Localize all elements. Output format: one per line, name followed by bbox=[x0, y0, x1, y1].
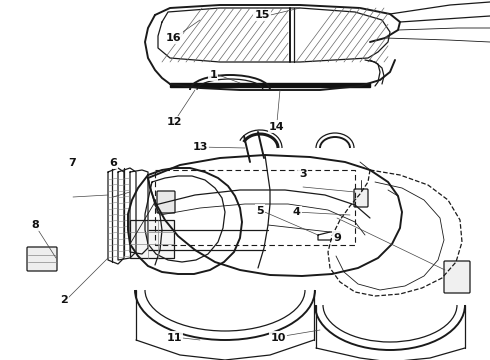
Text: 16: 16 bbox=[166, 33, 182, 43]
Text: 15: 15 bbox=[254, 10, 270, 20]
Text: 1: 1 bbox=[209, 69, 217, 80]
FancyBboxPatch shape bbox=[157, 191, 175, 213]
Text: 14: 14 bbox=[269, 122, 285, 132]
Text: 4: 4 bbox=[293, 207, 300, 217]
Text: 11: 11 bbox=[166, 333, 182, 343]
Text: 2: 2 bbox=[60, 294, 68, 305]
Text: 9: 9 bbox=[333, 233, 341, 243]
Text: 7: 7 bbox=[69, 158, 76, 168]
Text: 8: 8 bbox=[31, 220, 39, 230]
Text: 3: 3 bbox=[299, 168, 307, 179]
Text: 10: 10 bbox=[270, 333, 286, 343]
Text: 12: 12 bbox=[166, 117, 182, 127]
FancyBboxPatch shape bbox=[354, 189, 368, 207]
Text: 13: 13 bbox=[192, 142, 208, 152]
FancyBboxPatch shape bbox=[444, 261, 470, 293]
Text: 6: 6 bbox=[109, 158, 117, 168]
FancyBboxPatch shape bbox=[130, 220, 174, 258]
Text: 5: 5 bbox=[256, 206, 264, 216]
FancyBboxPatch shape bbox=[27, 247, 57, 271]
Polygon shape bbox=[170, 83, 370, 87]
